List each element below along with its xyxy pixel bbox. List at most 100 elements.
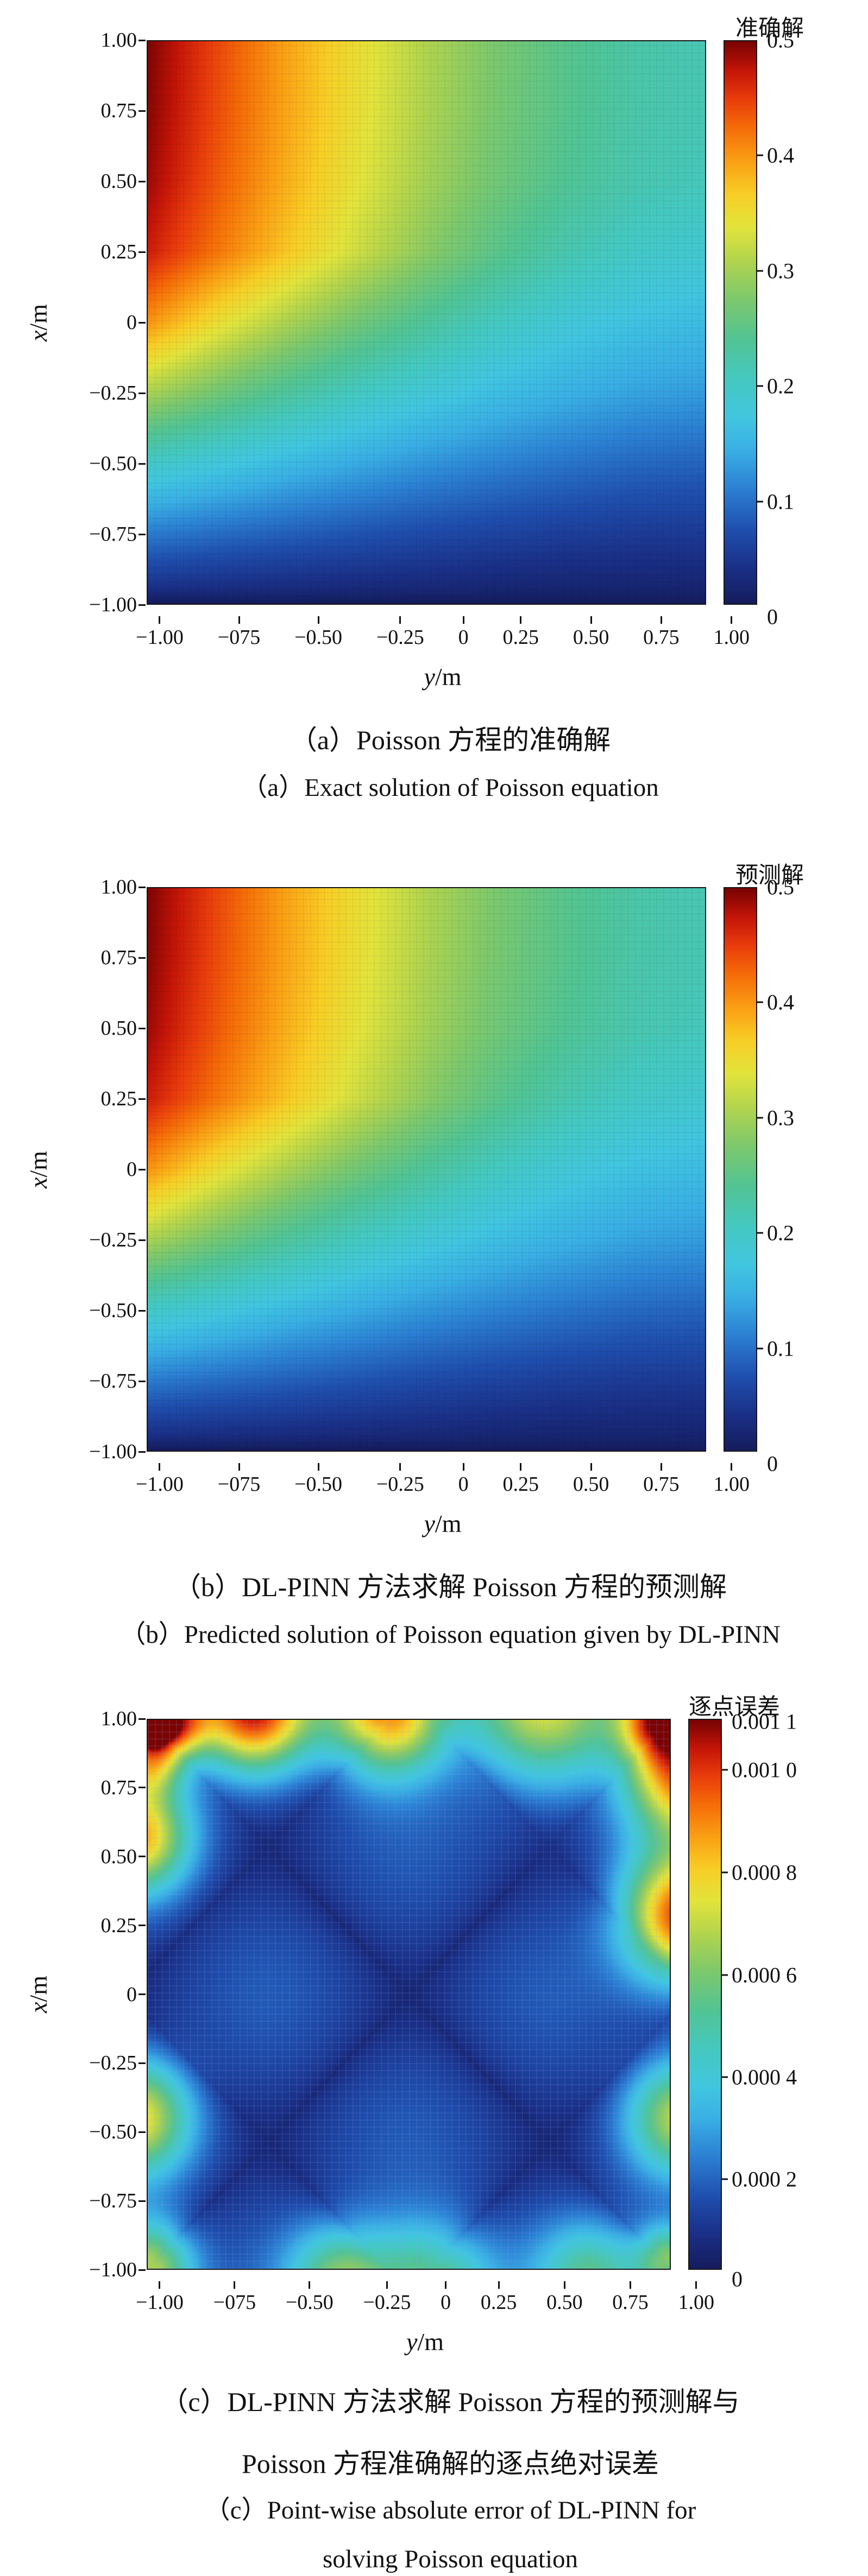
colorbar-tick: 0	[732, 2267, 743, 2292]
figure-page: { "chart_data": [ { "panel": "a", "type"…	[0, 7, 868, 2573]
caption-c-zh-line1: （c）DL-PINN 方法求解 Poisson 方程的预测解与	[161, 2387, 740, 2417]
colorbar-tick: 0.1	[756, 1336, 794, 1361]
colorbar-gradient-a	[724, 40, 757, 605]
colorbar-tick: 0.2	[756, 1220, 794, 1245]
y-tick: 1.00	[100, 29, 146, 52]
colorbar-gradient-b	[724, 887, 757, 1452]
caption-c-zh-line2: Poisson 方程准确解的逐点绝对误差	[241, 2448, 659, 2479]
heatmap-canvas-c	[148, 1720, 670, 2269]
y-tick: 0.25	[100, 1914, 146, 1937]
y-tick: 0	[127, 1983, 146, 2006]
heatmap-pointwise-error	[147, 1719, 671, 2270]
x-tick: 0.75	[643, 1463, 680, 1496]
y-tick: −1.00	[89, 1440, 146, 1463]
x-tick: 0.25	[502, 616, 539, 649]
colorbar-ticks-b: 0.5 0.4 0.3 0.2 0.1 0	[756, 875, 862, 1476]
y-tick: −1.00	[89, 2258, 146, 2281]
y-axis-ticks-b: 1.00 0.75 0.50 0.25 0 −0.25 −0.50 −0.75 …	[60, 875, 147, 1464]
heatmap-canvas-a	[148, 41, 705, 604]
caption-b-en: （b）Predicted solution of Poisson equatio…	[120, 1621, 781, 1649]
x-tick: 0.50	[573, 616, 609, 649]
panel-a: x/m 1.00 0.75 0.50 0.25 0 −0.25 −0.50 −0…	[0, 7, 868, 805]
y-tick: −0.50	[89, 452, 146, 475]
x-tick: 0.25	[480, 2281, 517, 2314]
colorbar-ticks-a: 0.5 0.4 0.3 0.2 0.1 0	[756, 28, 862, 629]
y-tick: −0.25	[89, 2052, 146, 2075]
x-tick: −075	[217, 616, 261, 649]
colorbar-tick: 0	[767, 604, 778, 629]
x-tick: −075	[213, 2281, 256, 2314]
y-tick: 0	[127, 1158, 146, 1181]
y-tick: 0.25	[100, 1087, 146, 1110]
colorbar-tick: 0.000 8	[721, 1860, 797, 1885]
x-tick: 0.50	[546, 2281, 583, 2314]
y-tick: −0.75	[89, 2189, 146, 2213]
y-axis-unit: /m	[24, 303, 52, 331]
heatmap-predicted-solution	[147, 887, 706, 1452]
y-tick: 0.50	[100, 1845, 146, 1868]
colorbar-tick: 0.2	[756, 374, 794, 398]
caption-a-en: （a）Exact solution of Poisson equation	[242, 774, 659, 802]
colorbar-title-b: 预测解	[735, 863, 804, 888]
y-tick: 0.50	[100, 170, 146, 193]
y-tick: 0.25	[100, 240, 146, 263]
x-axis-label-c: y/m	[406, 2328, 444, 2356]
x-tick: −0.25	[376, 1463, 424, 1496]
x-tick: −0.50	[285, 2281, 334, 2314]
x-tick: −1.00	[136, 2281, 184, 2314]
y-tick: 0.50	[100, 1017, 146, 1040]
x-axis-label-b: y/m	[424, 1510, 462, 1537]
colorbar-a: 准确解 0.5 0.4 0.3 0.2 0.1 0	[706, 16, 864, 629]
x-axis-ticks-a: −1.00 −075 −0.50 −0.25 0 0.25 0.50 0.75 …	[136, 616, 750, 649]
y-axis-label-a: x/m	[16, 40, 60, 605]
x-tick: −1.00	[136, 1463, 184, 1496]
x-tick: 1.00	[678, 2281, 714, 2314]
colorbar-tick: 0.5	[767, 875, 794, 900]
y-tick: 1.00	[100, 1707, 146, 1730]
panel-c: x/m 1.00 0.75 0.50 0.25 0 −0.25 −0.50 −0…	[0, 1685, 868, 2576]
colorbar-tick: 0.000 6	[721, 1963, 797, 1988]
x-tick: 0.75	[612, 2281, 649, 2314]
y-axis-label-c: x/m	[24, 1976, 52, 2013]
x-tick: −0.25	[363, 2281, 411, 2314]
x-tick: 0.75	[643, 616, 680, 649]
x-tick: −0.25	[376, 616, 424, 649]
x-axis-label-a: y/m	[424, 663, 462, 691]
colorbar-title-a: 准确解	[735, 16, 804, 41]
y-axis-ticks-a: 1.00 0.75 0.50 0.25 0 −0.25 −0.50 −0.75 …	[60, 28, 147, 617]
x-tick: 0.50	[573, 1463, 609, 1496]
y-tick: −0.50	[89, 2121, 146, 2144]
caption-b-zh: （b）DL-PINN 方法求解 Poisson 方程的预测解	[173, 1572, 727, 1602]
colorbar-gradient-c	[688, 1719, 722, 2270]
colorbar-tick: 0.4	[756, 143, 794, 168]
colorbar-tick: 0.000 4	[721, 2065, 797, 2090]
y-tick: 0.75	[100, 1776, 146, 1799]
x-tick: 1.00	[713, 1463, 750, 1496]
colorbar-tick: 0.4	[756, 990, 794, 1015]
x-tick: 0	[458, 616, 469, 649]
heatmap-exact-solution	[147, 40, 706, 605]
y-tick: −0.75	[89, 1370, 146, 1393]
y-tick: −0.75	[89, 523, 146, 546]
x-axis-ticks-c: −1.00 −075 −0.50 −0.25 0 0.25 0.50 0.75 …	[136, 2281, 714, 2314]
y-tick: −0.25	[89, 382, 146, 404]
colorbar-tick: 0.5	[767, 28, 794, 53]
colorbar-tick: 0	[767, 1451, 778, 1476]
x-axis-ticks-b: −1.00 −075 −0.50 −0.25 0 0.25 0.50 0.75 …	[136, 1463, 750, 1496]
colorbar-tick: 0.000 2	[721, 2167, 797, 2192]
colorbar-title-c: 逐点误差	[688, 1695, 780, 1720]
x-tick: −0.50	[294, 616, 342, 649]
x-tick: 0	[441, 2281, 451, 2314]
caption-c-en-line1: （c）Point-wise absolute error of DL-PINN …	[204, 2496, 696, 2524]
y-axis-variable: x	[24, 330, 52, 341]
panel-b: x/m 1.00 0.75 0.50 0.25 0 −0.25 −0.50 −0…	[0, 853, 868, 1651]
y-tick: 0.75	[100, 99, 146, 122]
y-tick: −0.25	[89, 1229, 146, 1251]
y-axis-ticks-c: 1.00 0.75 0.50 0.25 0 −0.25 −0.50 −0.75 …	[60, 1707, 147, 2282]
x-tick: −0.50	[294, 1463, 342, 1496]
colorbar-tick: 0.001 1	[732, 1709, 797, 1734]
x-tick: −075	[217, 1463, 261, 1496]
caption-a-zh: （a）Poisson 方程的准确解	[290, 725, 611, 755]
x-tick: 0	[458, 1463, 469, 1496]
colorbar-tick: 0.1	[756, 489, 794, 514]
